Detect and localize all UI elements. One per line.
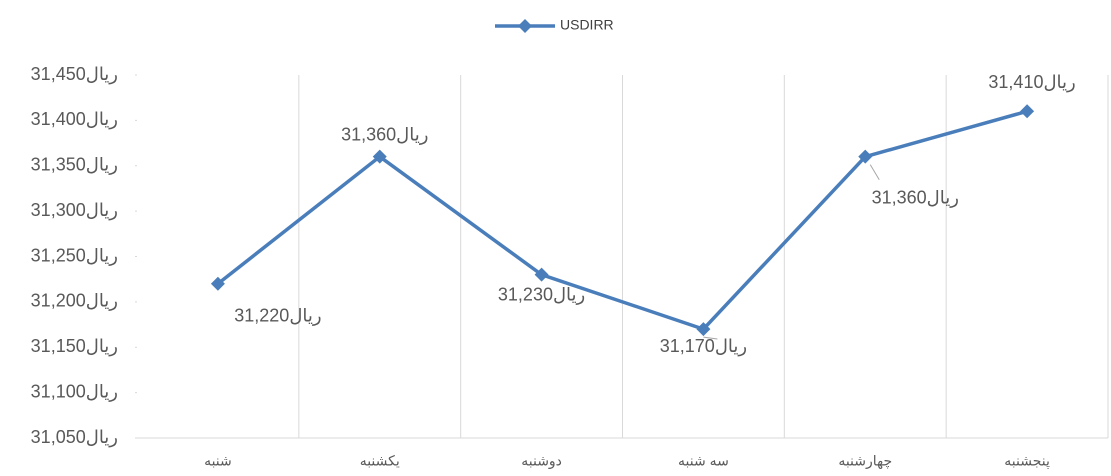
leader-line: [703, 336, 718, 340]
data-label: 31,220ریال: [234, 305, 321, 325]
data-label: 31,360ریال: [341, 124, 428, 144]
data-label: 31,170ریال: [660, 336, 747, 356]
x-tick-label: شنبه: [204, 453, 232, 469]
y-tick-label: 31,400ریال: [31, 109, 118, 129]
data-point: [1020, 104, 1035, 119]
y-tick-label: 31,100ریال: [31, 381, 118, 401]
x-tick-label: چهارشنبه: [838, 453, 892, 470]
leader-line: [869, 164, 880, 181]
series-line: [216, 109, 1028, 332]
data-point: [696, 322, 711, 337]
x-tick-label: دوشنبه: [521, 453, 562, 470]
data-point: [858, 149, 873, 164]
data-label: 31,360ریال: [872, 187, 959, 207]
legend-marker: [518, 19, 532, 33]
y-tick-label: 31,150ریال: [31, 336, 118, 356]
x-tick-label: سه شنبه: [678, 453, 729, 469]
y-tick-label: 31,250ریال: [31, 245, 118, 265]
legend-label: USDIRR: [560, 17, 614, 33]
data-label: 31,410ریال: [988, 72, 1075, 92]
y-tick-label: 31,450ریال: [31, 64, 118, 84]
y-tick-label: 31,050ریال: [31, 427, 118, 447]
x-tick-label: یکشنبه: [360, 453, 400, 469]
data-label: 31,230ریال: [498, 284, 585, 304]
x-tick-label: پنجشنبه: [1004, 453, 1050, 470]
y-tick-label: 31,300ریال: [31, 200, 118, 220]
data-point: [210, 276, 225, 291]
y-tick-label: 31,350ریال: [31, 155, 118, 175]
data-point: [534, 267, 549, 282]
y-tick-label: 31,200ریال: [31, 291, 118, 311]
data-point: [372, 149, 387, 164]
